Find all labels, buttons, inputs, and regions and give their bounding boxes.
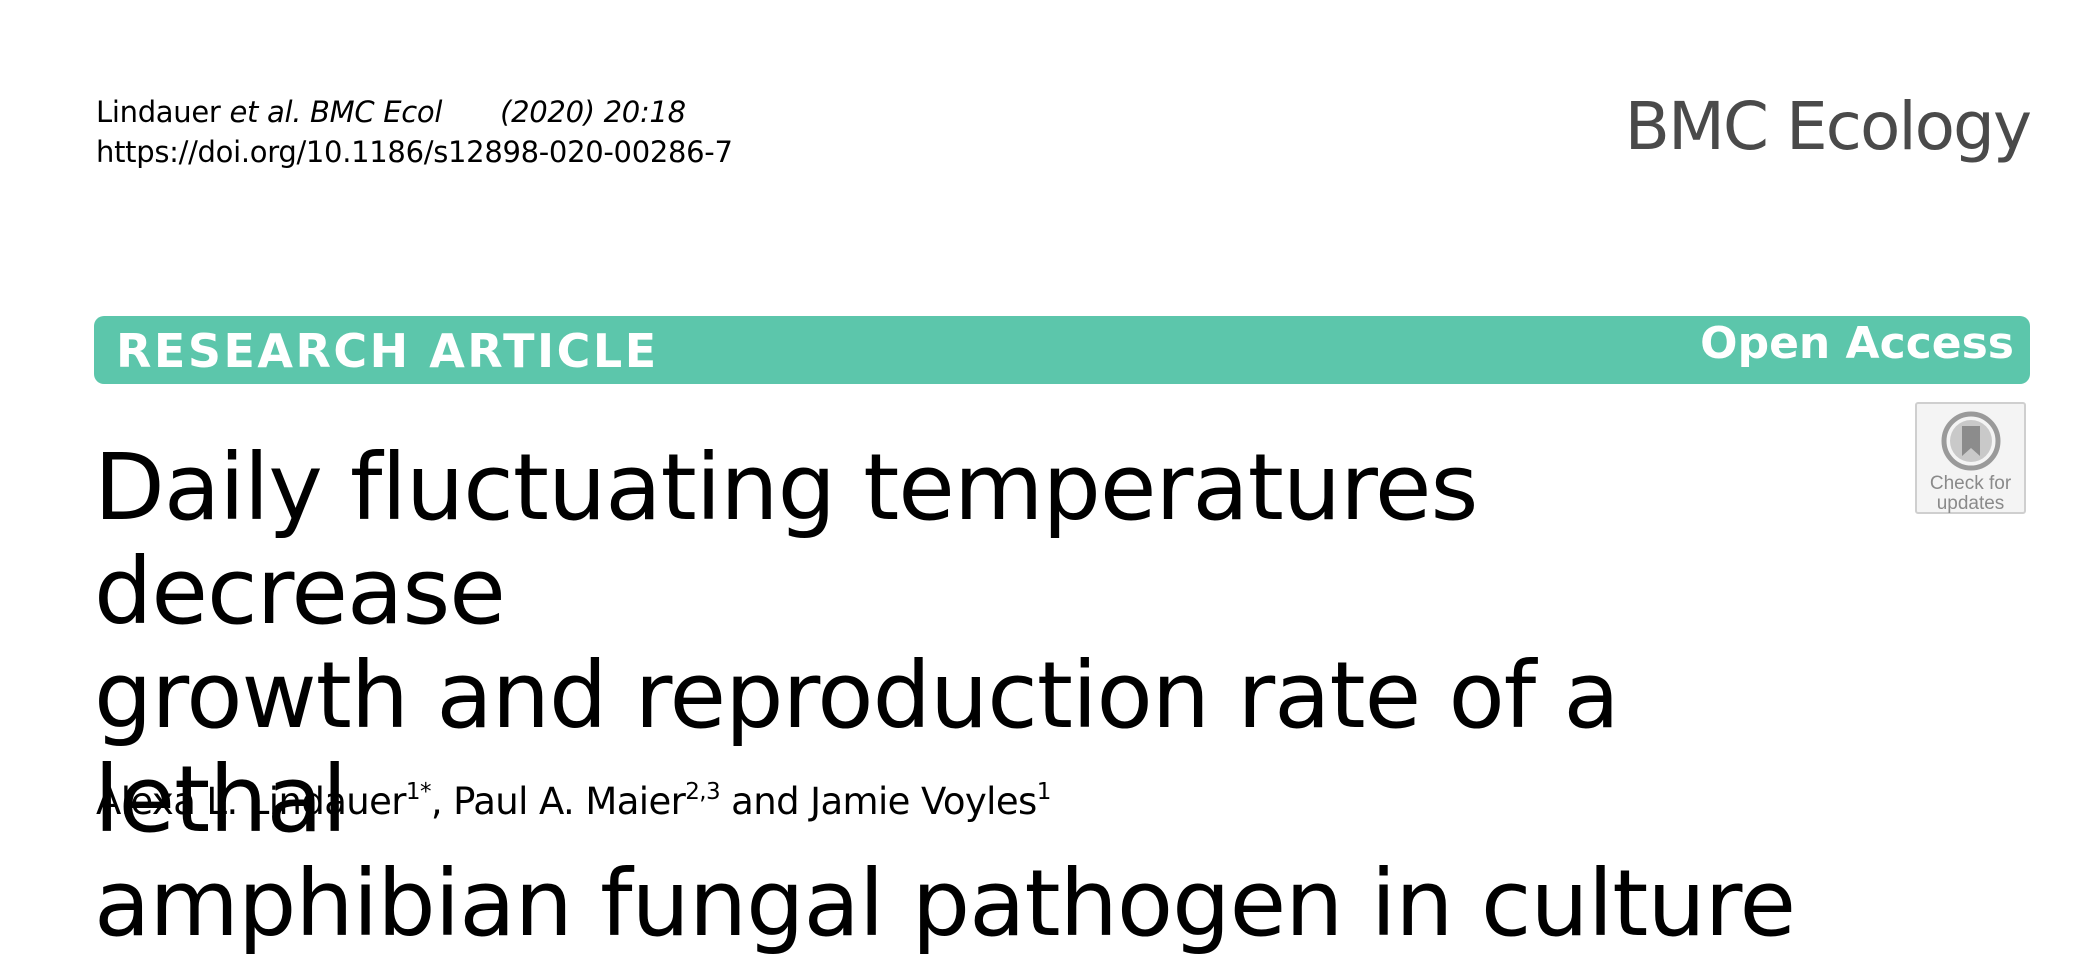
author-name[interactable]: Jamie Voyles xyxy=(810,780,1037,823)
author-separator: and xyxy=(720,780,811,823)
bookmark-circle-icon xyxy=(1941,411,2000,471)
open-access-label: Open Access xyxy=(1700,318,2014,369)
title-line-1: Daily fluctuating temperatures decrease xyxy=(94,434,1478,645)
author-affiliation: 2,3 xyxy=(685,779,721,805)
author-name[interactable]: Paul A. Maier xyxy=(453,780,686,823)
article-type-label: RESEARCH ARTICLE xyxy=(116,324,659,378)
author-affiliation: 1* xyxy=(405,779,432,805)
check-for-updates-line1: Check for xyxy=(1929,473,2012,494)
author-affiliation: 1 xyxy=(1036,779,1052,805)
citation-header: Lindauer et al. BMC Ecol (2020) 20:18 htt… xyxy=(96,92,733,172)
check-for-updates-text: Check for updates xyxy=(1917,474,2024,514)
title-line-2: growth and reproduction rate of a lethal xyxy=(94,642,1620,853)
author-name[interactable]: Alexa L. Lindauer xyxy=(96,780,407,823)
article-title: Daily fluctuating temperatures decrease … xyxy=(94,436,1874,956)
citation-authors: Lindauer xyxy=(96,95,230,129)
author-separator: , xyxy=(430,780,454,823)
author-list: Alexa L. Lindauer1*, Paul A. Maier2,3 an… xyxy=(96,780,1051,823)
citation-line: Lindauer et al. BMC Ecol (2020) 20:18 xyxy=(96,92,733,132)
journal-logo: BMC Ecology xyxy=(1624,88,2032,165)
citation-year-volume: (2020) 20:18 xyxy=(500,95,686,129)
doi-link[interactable]: https://doi.org/10.1186/s12898-020-00286… xyxy=(96,135,733,169)
citation-et-al: et al. xyxy=(229,95,302,129)
check-for-updates-line2: updates xyxy=(1936,493,2005,514)
title-line-3: amphibian fungal pathogen in culture xyxy=(94,850,1796,957)
citation-journal: BMC Ecol xyxy=(301,95,443,129)
check-for-updates-button[interactable]: Check for updates xyxy=(1915,402,2026,514)
article-type-banner: RESEARCH ARTICLE Open Access xyxy=(94,316,2030,384)
